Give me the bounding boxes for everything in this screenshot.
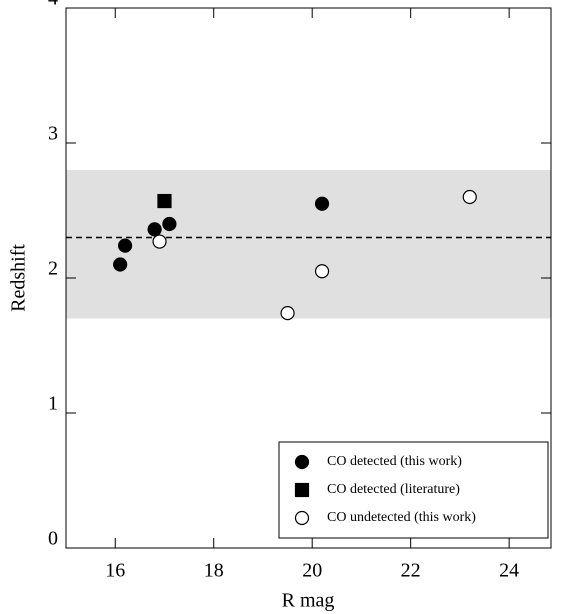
- data-point: [113, 257, 128, 272]
- data-point: [462, 189, 477, 205]
- x-tick-label: 22: [401, 560, 421, 582]
- legend-marker: [294, 510, 310, 526]
- data-point: [147, 222, 162, 237]
- y-tick-label: 3: [48, 123, 58, 145]
- data-point: [280, 306, 295, 321]
- data-point: [152, 234, 167, 249]
- legend: CO detected (this work) CO detected (lite…: [278, 441, 549, 539]
- data-point: [314, 264, 330, 279]
- x-tick-label: 18: [204, 560, 224, 582]
- legend-label: CO detected (this work): [327, 454, 462, 469]
- data-point: [314, 196, 330, 211]
- shaded-band: [66, 170, 551, 319]
- legend-label: CO detected (literature): [327, 482, 460, 497]
- y-tick-label: 1: [48, 393, 58, 415]
- legend-label: CO undetected (this work): [327, 510, 476, 525]
- legend-box: [278, 441, 549, 539]
- legend-marker: [294, 482, 310, 498]
- x-axis-label: R mag: [282, 590, 335, 612]
- data-point: [117, 238, 133, 253]
- data-point: [162, 216, 177, 232]
- x-tick-label: 20: [302, 560, 322, 582]
- x-tick-label: 24: [499, 560, 519, 582]
- y-axis-label: Redshift: [8, 244, 30, 312]
- y-tick-label: 0: [48, 528, 58, 550]
- data-point: [157, 193, 172, 209]
- y-tick-label: 2: [48, 258, 58, 280]
- legend-marker: [294, 454, 310, 470]
- y-tick-label: 4: [48, 0, 58, 10]
- x-tick-label: 16: [105, 560, 125, 582]
